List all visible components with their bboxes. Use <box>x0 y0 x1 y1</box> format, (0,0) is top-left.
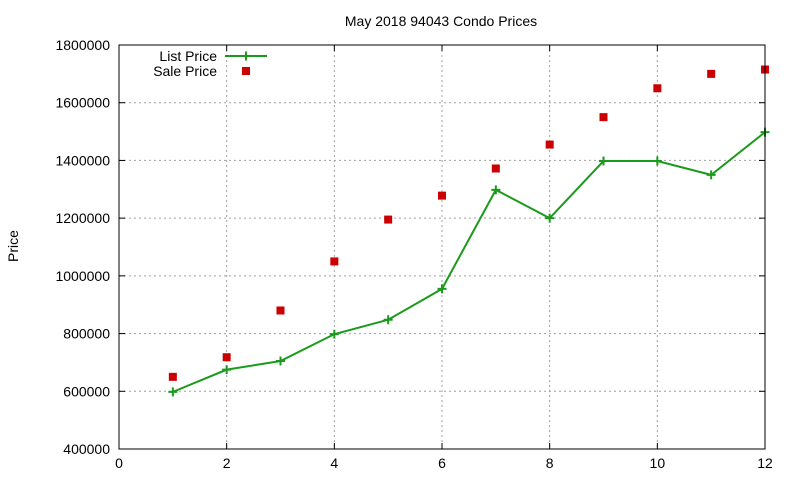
series-layer <box>168 65 770 397</box>
sale-price-point <box>222 353 231 362</box>
list-price-point <box>599 156 608 166</box>
x-tick-label: 0 <box>115 455 123 471</box>
list-price-point <box>383 315 393 325</box>
sale-price-point <box>384 215 393 224</box>
sale-price-point <box>330 257 339 266</box>
y-tick-label: 1600000 <box>55 95 110 111</box>
y-axis-label: Price <box>5 230 21 262</box>
list-price-point <box>706 170 716 180</box>
sale-price-point <box>276 306 285 315</box>
x-tick-label: 12 <box>757 455 773 471</box>
x-tick-label: 10 <box>650 455 666 471</box>
sale-price-point <box>438 191 446 200</box>
list-price-point <box>329 329 339 339</box>
chart-title: May 2018 94043 Condo Prices <box>345 13 537 29</box>
legend-marker-list-price <box>241 51 251 61</box>
legend-label-sale-price: Sale Price <box>153 63 217 79</box>
x-tick-label: 8 <box>546 455 554 471</box>
list-price-point <box>222 365 232 375</box>
list-price-point <box>437 284 447 294</box>
y-tick-label: 800000 <box>63 326 110 342</box>
y-tick-label: 400000 <box>63 441 110 457</box>
list-price-point <box>276 356 285 366</box>
x-tick-label: 2 <box>223 455 231 471</box>
legend-marker-sale-price <box>242 67 250 75</box>
grid <box>119 45 765 449</box>
sale-price-point <box>653 84 662 93</box>
x-tick-label: 4 <box>330 455 338 471</box>
plot-frame <box>118 44 766 450</box>
list-price-point <box>652 156 662 166</box>
sale-price-point <box>168 372 177 381</box>
list-price-point <box>168 387 178 397</box>
y-tick-label: 1200000 <box>55 210 110 226</box>
sale-price-point <box>707 69 716 78</box>
y-tick-label: 1000000 <box>55 268 110 284</box>
x-tick-label: 6 <box>438 455 446 471</box>
list-price-line <box>172 131 766 393</box>
list-price-point <box>491 185 501 195</box>
legend-label-list-price: List Price <box>159 48 217 64</box>
y-tick-label: 600000 <box>63 383 110 399</box>
y-tick-label: 1800000 <box>55 37 110 53</box>
sale-price-point <box>545 140 554 149</box>
y-tick-label: 1400000 <box>55 152 110 168</box>
axis-ticks: 0 2 4 6 8 10 12 400000 600000 800000 1000000 120000… <box>55 37 773 471</box>
list-price-point <box>545 213 555 223</box>
sale-price-point <box>491 164 500 173</box>
sale-price-point <box>599 113 608 122</box>
